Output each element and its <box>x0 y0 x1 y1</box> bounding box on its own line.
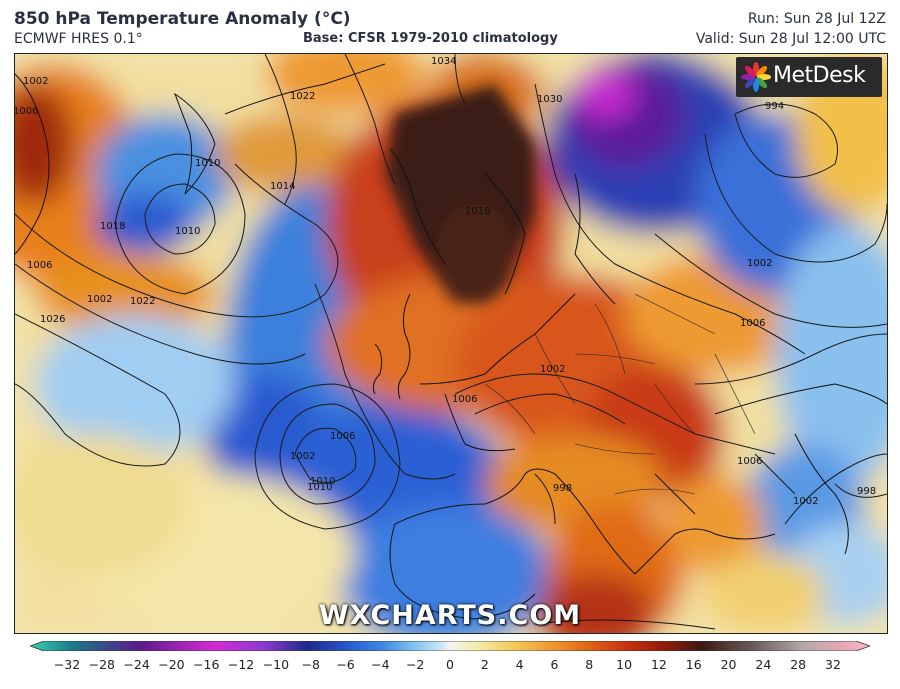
colorbar-tick-label: 0 <box>446 657 454 672</box>
colorbar-tick-label: −8 <box>301 657 320 672</box>
isobar-label: 1034 <box>431 56 456 67</box>
heat-core <box>385 84 535 304</box>
isobar-label-group: 1002 1006 1010 1014 1018 1022 1026 1010 … <box>15 56 876 507</box>
colorbar <box>30 641 870 651</box>
isobar-label: 1002 <box>87 294 112 305</box>
colorbar-tick-label: 16 <box>685 657 702 672</box>
colorbar-tick-label: −28 <box>88 657 116 672</box>
isobar-label: 1002 <box>793 496 818 507</box>
colorbar-tick-label: −2 <box>405 657 425 672</box>
colorbar-tick-label: 10 <box>616 657 633 672</box>
colorbar-tick-label: −32 <box>53 657 81 672</box>
colorbar-tick-label: 24 <box>755 657 772 672</box>
weather-map: 1002 1006 1010 1014 1018 1022 1026 1010 … <box>14 53 888 634</box>
colorbar-tick-label: −10 <box>262 657 290 672</box>
colorbar-tick-label: 32 <box>825 657 841 672</box>
isobar-label: 1026 <box>40 314 65 325</box>
colorbar-gradient <box>30 641 870 651</box>
isobar-label: 1010 <box>310 476 335 487</box>
run-time: Run: Sun 28 Jul 12Z <box>747 11 886 27</box>
isobar-label: 1010 <box>195 158 220 169</box>
model-label: ECMWF HRES 0.1° <box>14 31 143 47</box>
isobar-label: 1006 <box>737 456 762 467</box>
climatology-base: Base: CFSR 1979-2010 climatology <box>303 31 558 46</box>
isobar-label: 1010 <box>307 482 332 493</box>
colorbar-tick-label: −20 <box>158 657 185 672</box>
colorbar-tick-label: −6 <box>336 657 355 672</box>
isobar-label: 1002 <box>540 364 565 375</box>
metdesk-flower-icon <box>741 62 771 92</box>
colorbar-tick-label: 8 <box>585 657 594 672</box>
colorbar-tick-label: 12 <box>650 657 667 672</box>
chart-header: 850 hPa Temperature Anomaly (°C) ECMWF H… <box>0 0 900 52</box>
colorbar-tick-label: −24 <box>123 657 150 672</box>
isobars <box>15 54 887 530</box>
isobar-label: 1018 <box>465 206 490 217</box>
colorbar-tick-label: 20 <box>720 657 737 672</box>
metdesk-logo-text: MetDesk <box>773 63 866 88</box>
colorbar-ticks: −32 −28 −24 −20 −16 −12 −10 −8 −6 −4 −2 0 2 4 6 8 10 12 16… <box>0 657 900 677</box>
colorbar-tick-label: 2 <box>480 657 489 672</box>
isobar-label: 1014 <box>270 181 295 192</box>
isobar-label: 1022 <box>130 296 155 307</box>
isobar-label: 1002 <box>747 258 772 269</box>
isobar-label: 1006 <box>452 394 477 405</box>
isobar-label: 1002 <box>290 451 315 462</box>
isobar-label: 998 <box>857 486 876 497</box>
colorbar-tick-label: 6 <box>550 657 559 672</box>
metdesk-logo: MetDesk <box>736 57 882 97</box>
colorbar-tick-label: −12 <box>227 657 255 672</box>
isobar-label: 1006 <box>330 431 355 442</box>
isobar-label: 1030 <box>537 94 562 105</box>
isobar-label: 994 <box>765 101 784 112</box>
isobar-label: 1006 <box>15 106 38 117</box>
colorbar-tick-label: 4 <box>515 657 524 672</box>
isobar-label: 1010 <box>175 226 200 237</box>
isobar-label: 1006 <box>27 260 52 271</box>
colorbar-tick-label: 28 <box>790 657 807 672</box>
chart-title: 850 hPa Temperature Anomaly (°C) <box>14 9 351 29</box>
isobar-label: 1006 <box>740 318 765 329</box>
colorbar-tick-label: −4 <box>371 657 390 672</box>
isobar-label: 998 <box>553 483 572 494</box>
wxcharts-watermark: WXCHARTS.COM <box>318 600 582 631</box>
isobar-label: 1018 <box>100 221 125 232</box>
coastlines <box>15 63 887 630</box>
isobar-label: 1022 <box>290 91 315 102</box>
map-canvas: 1002 1006 1010 1014 1018 1022 1026 1010 … <box>15 54 887 633</box>
isobar-label: 1002 <box>23 76 48 87</box>
valid-time: Valid: Sun 28 Jul 12:00 UTC <box>695 31 886 47</box>
colorbar-tick-label: −16 <box>193 657 220 672</box>
